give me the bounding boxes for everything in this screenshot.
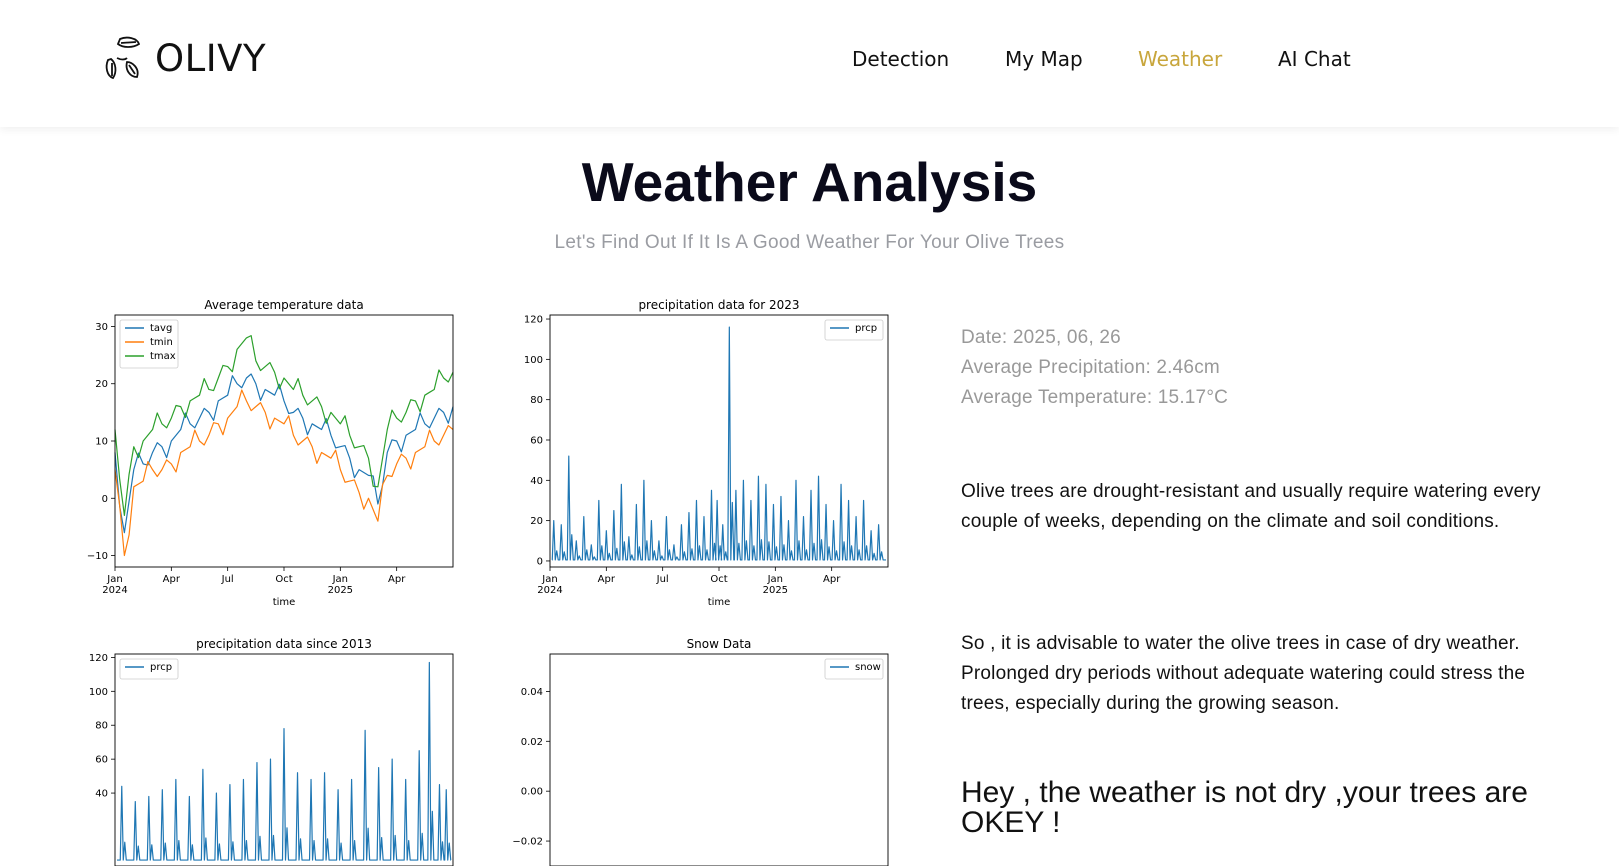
y-tick-label: 0.02	[521, 737, 543, 748]
nav-my-map[interactable]: My Map	[1005, 47, 1083, 71]
avg-temperature-text: Average Temperature: 15.17°C	[961, 387, 1229, 408]
y-tick-label: 20	[530, 516, 543, 527]
x-tick-sublabel: 2024	[537, 585, 562, 596]
series-line-prcp	[117, 661, 452, 861]
avg-precipitation-text: Average Precipitation: 2.46cm	[961, 357, 1220, 378]
chart-legend: prcp	[119, 658, 179, 680]
plot-frame	[114, 314, 454, 568]
legend-label-tmin: tmin	[150, 337, 173, 348]
nav-ai-chat[interactable]: AI Chat	[1278, 47, 1351, 71]
chart-legend: tavg tmin tmax	[119, 319, 179, 369]
chart-title: Average temperature data	[204, 298, 363, 312]
top-navbar: OLIVY Detection My Map Weather AI Chat	[0, 0, 1619, 127]
dry-weather-paragraph: So , it is advisable to water the olive …	[961, 633, 1526, 714]
y-tick-label: 80	[95, 721, 108, 732]
y-tick-label: 0	[537, 556, 543, 567]
precipitation-since-2013-chart: precipitation data since 2013 40 60 80 100 12…	[89, 637, 454, 866]
legend-label-prcp: prcp	[150, 662, 172, 673]
date-text: Date: 2025, 06, 26	[961, 327, 1121, 348]
x-axis-label: time	[708, 597, 731, 608]
chart-legend: snow	[824, 658, 884, 680]
plot-frame	[549, 653, 889, 866]
weather-verdict: Hey , the weather is not dry ,your trees…	[961, 776, 1528, 839]
x-tick-label: Apr	[388, 574, 406, 585]
series-line-prcp	[551, 326, 886, 561]
x-tick-sublabel: 2024	[102, 585, 127, 596]
y-tick-label: 20	[95, 379, 108, 390]
x-tick-label: Jan	[332, 574, 348, 585]
x-tick-label: Jan	[106, 574, 122, 585]
legend-box	[824, 658, 884, 680]
weather-summary: Date: 2025, 06, 26 Average Precipitation…	[961, 323, 1228, 413]
x-tick-label: Jan	[541, 574, 557, 585]
chart-legend: prcp	[824, 319, 884, 341]
avg-temperature-chart: Average temperature data−100102030Jan202…	[87, 298, 454, 608]
x-tick-label: Jul	[221, 574, 234, 585]
y-tick-label: −0.02	[512, 837, 543, 848]
y-tick-label: 10	[95, 437, 108, 448]
plot-frame	[114, 653, 454, 866]
legend-label-snow: snow	[855, 662, 881, 673]
watering-advice-paragraph: Olive trees are drought-resistant and us…	[961, 481, 1541, 532]
y-tick-label: 30	[95, 322, 108, 333]
y-tick-label: 40	[95, 789, 108, 800]
chart-title: precipitation data for 2023	[638, 298, 799, 312]
x-tick-label: Jul	[656, 574, 669, 585]
nav-detection[interactable]: Detection	[852, 47, 950, 71]
y-tick-label: 120	[524, 315, 543, 326]
x-tick-label: Jan	[767, 574, 783, 585]
page-subtitle: Let's Find Out If It Is A Good Weather F…	[554, 232, 1065, 253]
y-tick-label: −10	[87, 551, 108, 562]
x-tick-label: Apr	[163, 574, 181, 585]
y-tick-label: 60	[95, 755, 108, 766]
series-line-tmax	[114, 335, 454, 517]
y-tick-label: 120	[89, 653, 108, 664]
series-line-tmin	[114, 389, 454, 557]
x-tick-label: Oct	[275, 574, 292, 585]
legend-box	[824, 319, 884, 341]
y-tick-label: 0.04	[521, 687, 543, 698]
x-tick-label: Apr	[823, 574, 841, 585]
y-tick-label: 100	[524, 355, 543, 366]
x-tick-label: Oct	[710, 574, 727, 585]
plot-frame	[549, 314, 889, 568]
legend-label-tmax: tmax	[150, 351, 176, 362]
y-tick-label: 0	[102, 494, 108, 505]
x-tick-label: Apr	[598, 574, 616, 585]
chart-title: Snow Data	[687, 637, 752, 651]
x-tick-sublabel: 2025	[763, 585, 788, 596]
x-axis-label: time	[273, 597, 296, 608]
legend-box	[119, 658, 179, 680]
snow-chart: Snow Data −0.02 0.00 0.02 0.04 snow	[512, 637, 889, 866]
precipitation-2023-chart: precipitation data for 2023 0 20 40 60 80 100 1…	[524, 298, 889, 608]
page-title: Weather Analysis	[581, 151, 1038, 213]
legend-label-tavg: tavg	[150, 323, 172, 334]
brand-name: OLIVY	[155, 36, 267, 80]
series-line-tavg	[114, 373, 454, 534]
y-tick-label: 40	[530, 476, 543, 487]
nav-weather[interactable]: Weather	[1138, 47, 1223, 71]
y-tick-label: 100	[89, 687, 108, 698]
leaves-icon	[105, 36, 141, 80]
legend-label-prcp: prcp	[855, 323, 877, 334]
chart-title: precipitation data since 2013	[196, 637, 372, 651]
brand-logo[interactable]: OLIVY	[103, 36, 266, 80]
y-tick-label: 0.00	[521, 787, 543, 798]
y-tick-label: 80	[530, 395, 543, 406]
x-tick-sublabel: 2025	[328, 585, 353, 596]
y-tick-label: 60	[530, 435, 543, 446]
